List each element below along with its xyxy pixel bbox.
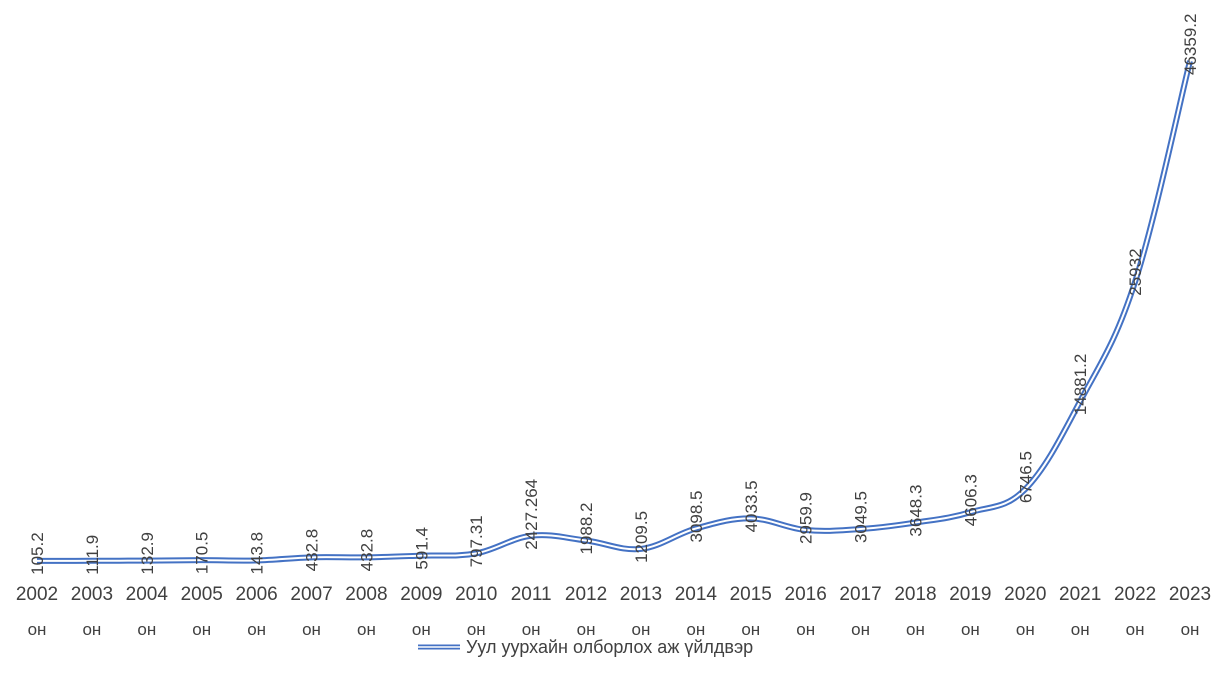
series-layer xyxy=(36,60,1193,564)
x-axis: 2002 он 2003 он 2004 он 2005 он 2006 он 2007 он 2008… xyxy=(16,584,1211,639)
x-tick-label-suffix: он xyxy=(851,620,870,639)
data-label: 4606.3 xyxy=(961,474,980,526)
x-tick-label-year: 2016 xyxy=(785,584,827,605)
x-tick-label-suffix: он xyxy=(632,620,651,639)
x-tick-label-suffix: он xyxy=(302,620,321,639)
x-tick-label-year: 2015 xyxy=(730,584,772,605)
data-label: 3098.5 xyxy=(687,491,706,543)
legend-label: Уул уурхайн олборлох аж үйлдвэр xyxy=(466,637,753,657)
x-tick-label-year: 2018 xyxy=(894,584,936,605)
x-tick-label-suffix: он xyxy=(137,620,156,639)
data-label: 432.8 xyxy=(303,529,322,572)
x-tick-label-year: 2005 xyxy=(181,584,223,605)
x-tick-label-suffix: он xyxy=(412,620,431,639)
x-tick-label-year: 2006 xyxy=(235,584,277,605)
data-label: 3648.3 xyxy=(906,485,925,537)
data-label: 111.9 xyxy=(83,535,102,575)
data-label: 14881.2 xyxy=(1071,354,1090,415)
x-tick-label-year: 2010 xyxy=(455,584,497,605)
x-tick-label-suffix: он xyxy=(522,620,541,639)
data-label: 25932 xyxy=(1126,248,1145,295)
series-line-inner xyxy=(36,60,1191,562)
x-tick-label-year: 2017 xyxy=(839,584,881,605)
x-tick-label-suffix: он xyxy=(796,620,815,639)
x-tick-label-suffix: он xyxy=(1181,620,1200,639)
x-tick-label-year: 2023 xyxy=(1169,584,1211,605)
x-tick-label-year: 2008 xyxy=(345,584,387,605)
x-tick-label-year: 2002 xyxy=(16,584,58,605)
x-tick-label-year: 2003 xyxy=(71,584,113,605)
legend: Уул уурхайн олборлох аж үйлдвэр xyxy=(418,637,753,657)
x-tick-label-year: 2020 xyxy=(1004,584,1046,605)
x-tick-label-suffix: он xyxy=(82,620,101,639)
data-labels: 105.2 111.9 132.9 170.5 143.8 432.8 432.8 591.4… xyxy=(28,14,1200,575)
x-tick-label-year: 2009 xyxy=(400,584,442,605)
x-tick-label-suffix: он xyxy=(1016,620,1035,639)
x-tick-label-year: 2004 xyxy=(126,584,169,605)
x-tick-label-year: 2007 xyxy=(290,584,332,605)
x-tick-label-suffix: он xyxy=(357,620,376,639)
x-tick-label-suffix: он xyxy=(686,620,705,639)
x-tick-label-suffix: он xyxy=(741,620,760,639)
x-tick-label-suffix: он xyxy=(28,620,47,639)
x-tick-label-suffix: он xyxy=(1071,620,1090,639)
x-tick-label-suffix: он xyxy=(906,620,925,639)
x-tick-label-suffix: он xyxy=(1126,620,1145,639)
data-label: 432.8 xyxy=(357,529,376,572)
data-label: 105.2 xyxy=(28,532,47,575)
x-tick-label-year: 2012 xyxy=(565,584,607,605)
data-label: 4033.5 xyxy=(742,480,761,532)
data-label: 1988.2 xyxy=(577,503,596,555)
data-label: 591.4 xyxy=(412,527,431,570)
x-tick-label-year: 2022 xyxy=(1114,584,1156,605)
data-label: 1209.5 xyxy=(632,511,651,563)
data-label: 143.8 xyxy=(248,532,267,575)
data-label: 46359.2 xyxy=(1181,14,1200,75)
x-tick-label-suffix: он xyxy=(467,620,486,639)
x-tick-label-year: 2021 xyxy=(1059,584,1101,605)
x-tick-label-year: 2011 xyxy=(511,584,552,605)
data-label: 2427.264 xyxy=(522,479,541,550)
data-label: 170.5 xyxy=(193,532,212,575)
data-label: 797.31 xyxy=(467,515,486,567)
data-label: 6746.5 xyxy=(1016,451,1035,503)
data-label: 132.9 xyxy=(138,532,157,575)
x-tick-label-suffix: он xyxy=(961,620,980,639)
x-tick-label-suffix: он xyxy=(247,620,266,639)
x-tick-label-year: 2013 xyxy=(620,584,662,605)
x-tick-label-year: 2014 xyxy=(675,584,718,605)
data-label: 2959.9 xyxy=(797,492,816,544)
x-tick-label-suffix: он xyxy=(192,620,211,639)
x-tick-label-suffix: он xyxy=(577,620,596,639)
data-label: 3049.5 xyxy=(852,491,871,543)
x-tick-label-year: 2019 xyxy=(949,584,991,605)
